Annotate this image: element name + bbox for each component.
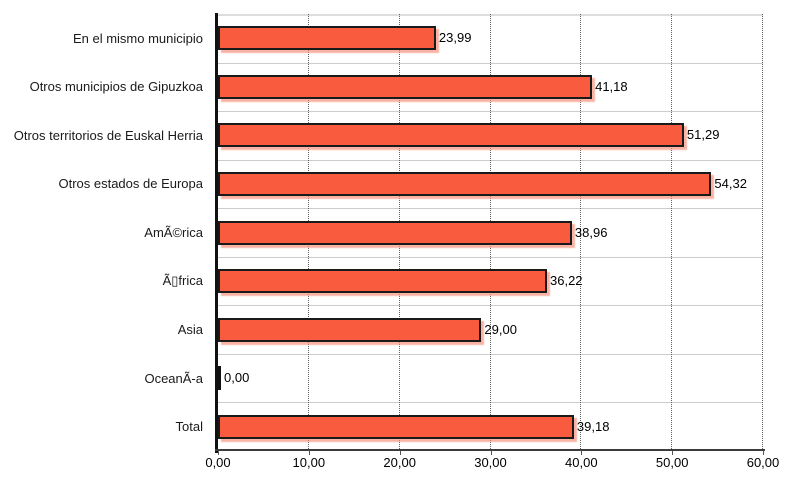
x-tick-mark [308, 451, 310, 455]
category-label: AmÃ©rica [144, 224, 203, 240]
x-axis-line [215, 449, 765, 451]
bar [218, 414, 574, 439]
value-label: 23,99 [438, 30, 472, 46]
x-tick-label: 20,00 [383, 455, 416, 470]
value-label: 54,32 [714, 175, 747, 191]
value-label: 41,18 [595, 78, 628, 94]
x-tick-mark [218, 451, 219, 455]
x-tick-label: 30,00 [474, 455, 507, 470]
category-label: OceanÃ-a [144, 370, 203, 386]
category-label: Asia [177, 322, 203, 338]
vertical-gridline [671, 14, 673, 451]
value-label: 38,96 [574, 224, 608, 240]
x-tick-mark [581, 451, 583, 455]
bar [218, 74, 593, 99]
x-tick-mark [399, 451, 401, 455]
bar [218, 123, 684, 148]
value-label: 36,22 [550, 273, 583, 289]
category-label: En el mismo municipio [72, 30, 203, 46]
value-label: 39,18 [576, 418, 610, 434]
x-tick-mark [672, 451, 674, 455]
bar [218, 366, 221, 391]
x-tick-label: 40,00 [565, 455, 598, 470]
category-label: Ã▯frica [162, 273, 203, 289]
x-tick-label: 60,00 [746, 455, 780, 470]
x-tick-label: 50,00 [655, 455, 689, 470]
category-label: Otros municipios de Gipuzkoa [29, 79, 203, 95]
bar [218, 317, 482, 342]
x-tick-label: 0,00 [205, 455, 231, 470]
x-tick-label: 10,00 [292, 455, 326, 470]
vertical-gridline [762, 14, 763, 451]
x-tick-mark [490, 451, 492, 455]
value-label: 51,29 [686, 127, 720, 143]
bar [218, 269, 547, 294]
value-label: 0,00 [224, 370, 250, 386]
category-axis-labels: En el mismo municipio Otros municipios de… [0, 14, 210, 451]
x-tick-mark [763, 451, 764, 455]
bar [218, 171, 712, 196]
vertical-gridline [580, 14, 582, 451]
category-label: Total [175, 419, 203, 435]
category-label: Otros estados de Europa [58, 176, 203, 192]
bar [218, 26, 436, 51]
y-axis-line [215, 13, 218, 453]
category-label: Otros territorios de Euskal Herria [13, 127, 203, 143]
plot-area: 23,99 41,18 51,29 54,32 38,96 36,22 29,00 0,00 3… [216, 14, 763, 451]
value-label: 29,00 [484, 321, 517, 337]
bar [218, 220, 572, 245]
